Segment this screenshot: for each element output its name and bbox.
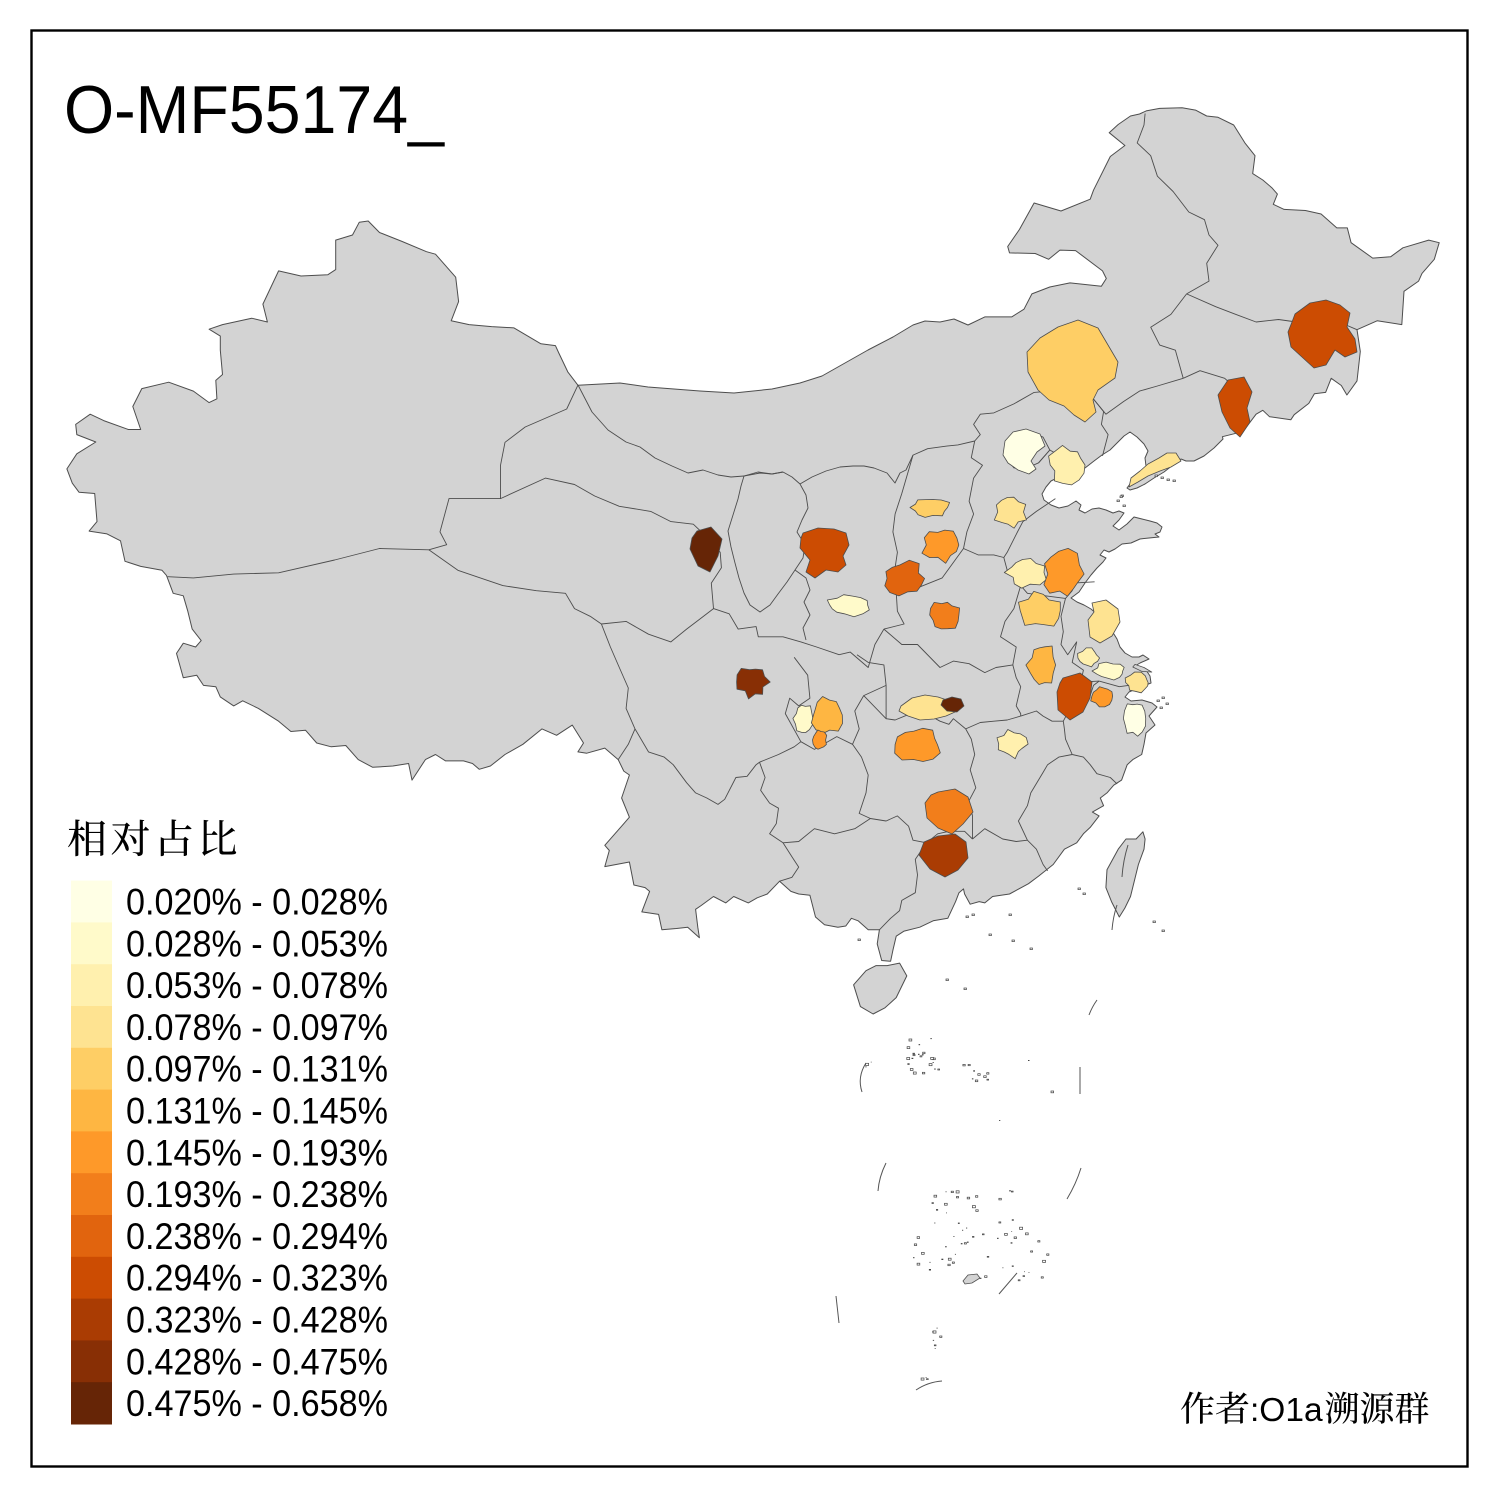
svg-text:0.078% - 0.097%: 0.078% - 0.097% [126, 1006, 388, 1048]
svg-text:0.323% - 0.428%: 0.323% - 0.428% [126, 1299, 388, 1341]
svg-text:0.097% - 0.131%: 0.097% - 0.131% [126, 1048, 388, 1090]
svg-text:0.028% - 0.053%: 0.028% - 0.053% [126, 922, 388, 964]
svg-text:0.193% - 0.238%: 0.193% - 0.238% [126, 1173, 388, 1215]
svg-text:0.238% - 0.294%: 0.238% - 0.294% [126, 1215, 388, 1257]
svg-text:0.020% - 0.028%: 0.020% - 0.028% [126, 881, 388, 923]
svg-text:0.131% - 0.145%: 0.131% - 0.145% [126, 1090, 388, 1132]
svg-text:0.294% - 0.323%: 0.294% - 0.323% [126, 1257, 388, 1299]
svg-text:0.428% - 0.475%: 0.428% - 0.475% [126, 1340, 388, 1382]
svg-text:0.145% - 0.193%: 0.145% - 0.193% [126, 1131, 388, 1173]
svg-text:O-MF55174_: O-MF55174_ [64, 72, 445, 148]
svg-text:0.475% - 0.658%: 0.475% - 0.658% [126, 1382, 388, 1424]
svg-text:0.053% - 0.078%: 0.053% - 0.078% [126, 964, 388, 1006]
svg-text::O1a: :O1a [1250, 1392, 1323, 1429]
